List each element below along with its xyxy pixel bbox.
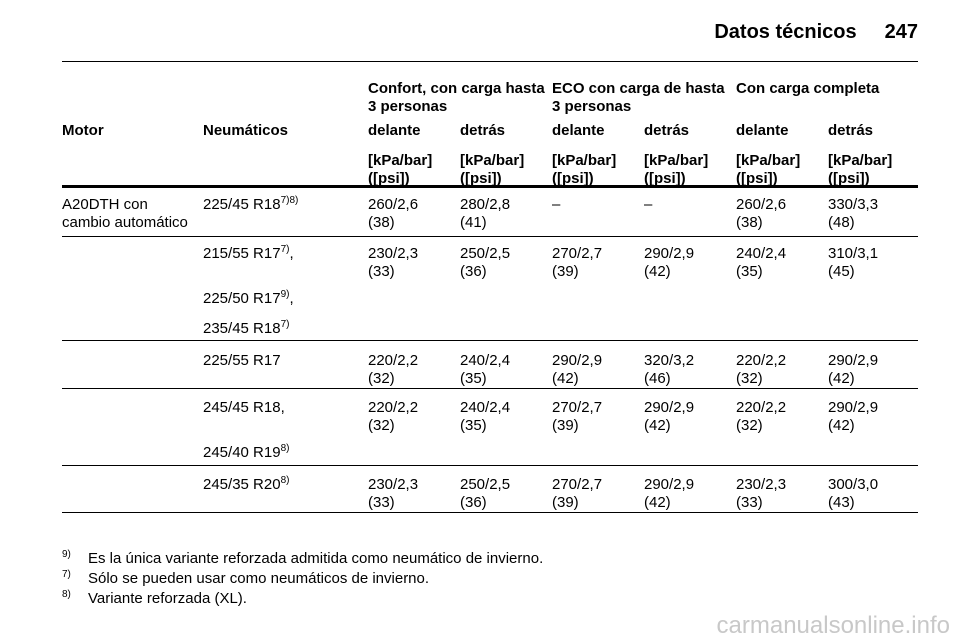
tyre-cell: 225/55 R17 (203, 352, 281, 370)
unit-header: [kPa/bar] ([psi]) (368, 152, 433, 187)
pressure-cell: 220/2,2 (32) (368, 352, 419, 387)
header-rule (62, 61, 918, 62)
footnote-ref: 8) (280, 475, 290, 486)
column-header: detrás (460, 122, 506, 139)
unit-header: [kPa/bar] ([psi]) (644, 152, 709, 187)
pressure-cell: 270/2,7 (39) (552, 245, 603, 280)
pressure-cell: 290/2,9 (42) (828, 352, 879, 387)
pressure-cell: – (644, 196, 653, 213)
footnote-ref: 7)8) (280, 195, 299, 206)
pressure-cell: 240/2,4 (35) (460, 399, 511, 434)
row-rule (62, 512, 918, 513)
separator: , (280, 399, 285, 416)
group-header: Con carga completa (736, 80, 880, 97)
footnote-mark: 8) (62, 589, 71, 600)
tyre-cell: 245/40 R198) (203, 444, 289, 462)
pressure-cell: 270/2,7 (39) (552, 399, 603, 434)
separator: , (289, 245, 294, 262)
motor-cell: A20DTH con cambio automático (62, 196, 188, 231)
pressure-cell: 290/2,9 (42) (644, 476, 695, 511)
column-header: Motor (62, 122, 104, 139)
group-header: Confort, con carga hasta 3 personas (368, 80, 545, 115)
footnote-text: Variante reforzada (XL). (88, 590, 247, 607)
column-header: detrás (828, 122, 874, 139)
tyre-size: 225/55 R17 (203, 352, 281, 369)
row-rule (62, 465, 918, 466)
pressure-cell: – (552, 196, 561, 213)
footnote-ref: 9) (280, 289, 290, 300)
pressure-cell: 220/2,2 (32) (736, 352, 787, 387)
pressure-cell: 240/2,4 (35) (736, 245, 787, 280)
pressure-cell: 240/2,4 (35) (460, 352, 511, 387)
footnote-text: Sólo se pueden usar como neumáticos de i… (88, 570, 430, 587)
tyre-cell: 245/35 R208) (203, 476, 289, 494)
pressure-cell: 230/2,3 (33) (736, 476, 787, 511)
pressure-cell: 290/2,9 (42) (828, 399, 879, 434)
pressure-cell: 260/2,6 (38) (368, 196, 419, 231)
tyre-size: 225/50 R17 (203, 290, 281, 307)
tyre-cell: 225/50 R179), (203, 290, 294, 308)
row-rule (62, 236, 918, 237)
pressure-cell: 330/3,3 (48) (828, 196, 879, 231)
tyre-cell: 245/45 R18, (203, 399, 285, 417)
column-header: delante (736, 122, 789, 139)
pressure-cell: 290/2,9 (42) (644, 399, 695, 434)
row-rule (62, 340, 918, 341)
pressure-cell: 300/3,0 (43) (828, 476, 879, 511)
unit-header: [kPa/bar] ([psi]) (460, 152, 525, 187)
footnote-ref: 7) (280, 244, 290, 255)
tyre-size: 245/35 R20 (203, 476, 281, 493)
page-header: Datos técnicos 247 (700, 20, 918, 44)
footnote-ref: 8) (280, 443, 290, 454)
pressure-cell: 310/3,1 (45) (828, 245, 879, 280)
pressure-cell: 250/2,5 (36) (460, 245, 511, 280)
tyre-cell: 225/45 R187)8) (203, 196, 298, 214)
unit-header: [kPa/bar] ([psi]) (552, 152, 617, 187)
watermark: carmanualsonline.info (716, 612, 950, 639)
tyre-size: 245/45 R18 (203, 399, 281, 416)
column-header: detrás (644, 122, 690, 139)
pressure-cell: 220/2,2 (32) (368, 399, 419, 434)
group-header: ECO con carga de hasta 3 personas (552, 80, 725, 115)
tyre-size: 235/45 R18 (203, 320, 281, 337)
separator: , (289, 290, 294, 307)
footnote-ref: 7) (280, 319, 290, 330)
pressure-cell: 220/2,2 (32) (736, 399, 787, 434)
unit-header: [kPa/bar] ([psi]) (828, 152, 893, 187)
tyre-cell: 235/45 R187) (203, 320, 289, 338)
page-number: 247 (884, 21, 918, 43)
header-rule-thick (62, 185, 918, 188)
pressure-cell: 230/2,3 (33) (368, 476, 419, 511)
pressure-cell: 280/2,8 (41) (460, 196, 511, 231)
pressure-cell: 260/2,6 (38) (736, 196, 787, 231)
pressure-cell: 320/3,2 (46) (644, 352, 695, 387)
footnote-mark: 7) (62, 569, 71, 580)
column-header: delante (552, 122, 605, 139)
column-header: delante (368, 122, 421, 139)
pressure-cell: 290/2,9 (42) (644, 245, 695, 280)
footnote-mark: 9) (62, 549, 71, 560)
tyre-size: 215/55 R17 (203, 245, 281, 262)
unit-header: [kPa/bar] ([psi]) (736, 152, 801, 187)
column-header: Neumáticos (203, 122, 289, 139)
footnote-text: Es la única variante reforzada admitida … (88, 550, 544, 567)
tyre-size: 225/45 R18 (203, 196, 281, 213)
pressure-cell: 250/2,5 (36) (460, 476, 511, 511)
pressure-cell: 270/2,7 (39) (552, 476, 603, 511)
header-title: Datos técnicos (714, 21, 857, 43)
tyre-cell: 215/55 R177), (203, 245, 294, 263)
tyre-size: 245/40 R19 (203, 444, 281, 461)
pressure-cell: 290/2,9 (42) (552, 352, 603, 387)
pressure-cell: 230/2,3 (33) (368, 245, 419, 280)
row-rule (62, 388, 918, 389)
